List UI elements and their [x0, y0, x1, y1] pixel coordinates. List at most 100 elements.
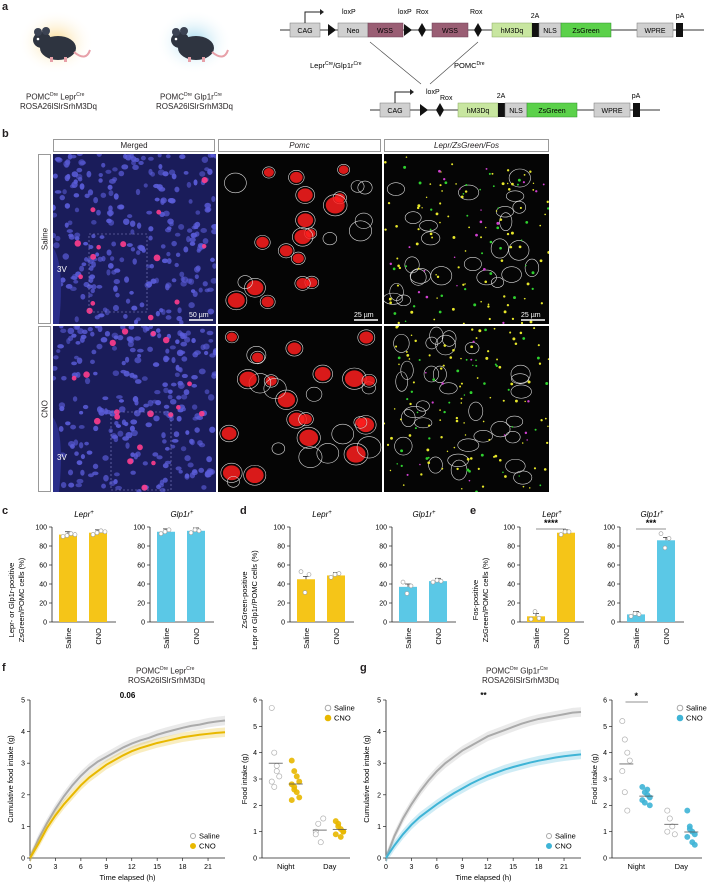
dapi-nucleus — [101, 483, 106, 489]
dapi-nucleus — [177, 307, 182, 314]
sem-band-saline — [386, 707, 581, 863]
cell-outline — [510, 384, 532, 399]
y-tick-label: 6 — [603, 698, 607, 705]
pomc-signal — [296, 278, 309, 289]
puncta — [439, 409, 441, 411]
puncta — [409, 402, 412, 406]
puncta — [463, 422, 465, 424]
data-point — [268, 704, 275, 711]
pomc-signal — [261, 296, 274, 308]
puncta — [488, 438, 491, 441]
dapi-nucleus — [174, 232, 181, 237]
puncta — [439, 419, 442, 421]
dapi-nucleus — [157, 154, 162, 158]
puncta — [542, 183, 545, 186]
bar-saline — [399, 586, 417, 622]
data-point — [312, 831, 319, 838]
x-tick-label: 21 — [204, 864, 212, 871]
puncta — [416, 411, 419, 414]
dapi-nucleus — [74, 207, 80, 213]
chart-e-lepr: Lepr+ 0 20 40 60 80 100 Saline CNO **** — [503, 510, 584, 649]
puncta — [451, 307, 455, 311]
dapi-nucleus — [160, 487, 166, 492]
cell-outline — [421, 231, 441, 246]
dapi-nucleus — [96, 209, 101, 216]
dapi-nucleus — [130, 419, 138, 425]
dapi-nucleus — [84, 193, 90, 199]
puncta — [509, 245, 513, 249]
puncta — [416, 206, 420, 210]
x-tick-label: Day — [323, 862, 337, 871]
header-lepr-zsgreen-fos: Lepr/ZsGreen/Fos — [384, 139, 549, 152]
legend-marker — [190, 843, 196, 849]
y-axis-label: Food intake (g) — [590, 753, 599, 804]
dapi-nucleus — [68, 234, 75, 240]
pomc-cell — [201, 176, 208, 184]
legend-marker — [676, 714, 684, 722]
pomc-cell — [141, 484, 148, 491]
bottom-hm3dq: hM3Dq — [467, 108, 490, 115]
y-tick-label: 1 — [603, 829, 607, 836]
bar-saline — [157, 531, 175, 622]
dapi-nucleus — [194, 350, 201, 355]
data-point — [332, 572, 338, 577]
dapi-nucleus — [100, 337, 108, 343]
dapi-nucleus — [118, 399, 125, 403]
puncta — [439, 221, 441, 224]
dapi-nucleus — [176, 395, 182, 400]
dapi-nucleus — [83, 281, 90, 288]
cell-outline — [225, 330, 239, 344]
puncta — [546, 200, 549, 204]
data-point — [72, 532, 78, 537]
dapi-nucleus — [166, 258, 172, 264]
significance: * — [635, 691, 639, 701]
dapi-nucleus — [197, 440, 203, 446]
dapi-nucleus — [184, 336, 191, 343]
puncta — [466, 468, 470, 472]
data-point — [632, 611, 638, 616]
pomc-signal — [252, 352, 264, 363]
puncta — [498, 365, 502, 369]
dapi-nucleus — [126, 243, 133, 247]
pomc-cell — [83, 371, 90, 378]
dapi-nucleus — [166, 226, 172, 231]
dapi-nucleus — [145, 422, 152, 428]
dapi-nucleus — [79, 160, 87, 165]
cell-outline — [292, 227, 314, 247]
puncta — [520, 239, 523, 241]
y-tick-label: 0 — [141, 620, 145, 627]
y-tick-label: 2 — [21, 792, 25, 799]
mouse2-label-line1: POMCDre Glp1rCre — [160, 92, 222, 102]
dapi-nucleus — [83, 241, 89, 246]
dapi-nucleus — [123, 154, 128, 159]
pomc-signal — [359, 331, 374, 344]
dapi-nucleus — [124, 356, 130, 363]
puncta — [464, 287, 467, 291]
dapi-nucleus — [117, 430, 124, 437]
dapi-nucleus — [200, 228, 207, 233]
dapi-nucleus — [178, 367, 183, 373]
third-ventricle — [53, 247, 61, 324]
pomc-cell — [121, 328, 129, 335]
dapi-nucleus — [110, 256, 115, 261]
puncta — [480, 236, 483, 239]
puncta — [389, 262, 393, 266]
dapi-nucleus — [194, 427, 200, 433]
y-tick-label: 100 — [603, 525, 615, 532]
dapi-nucleus — [118, 170, 125, 177]
cell-outline — [524, 258, 540, 278]
puncta — [456, 467, 459, 471]
dapi-nucleus — [53, 204, 56, 211]
bar-cno — [429, 581, 447, 622]
bottom-cag: CAG — [387, 108, 402, 115]
dapi-nucleus — [165, 154, 171, 159]
x-axis-label: Time elapsed (h) — [456, 873, 512, 882]
dapi-nucleus — [91, 234, 96, 239]
cell-outline — [428, 456, 443, 474]
dapi-nucleus — [91, 284, 97, 290]
puncta — [523, 173, 526, 176]
puncta — [452, 348, 455, 352]
data-point — [335, 823, 342, 830]
dapi-nucleus — [165, 283, 170, 291]
